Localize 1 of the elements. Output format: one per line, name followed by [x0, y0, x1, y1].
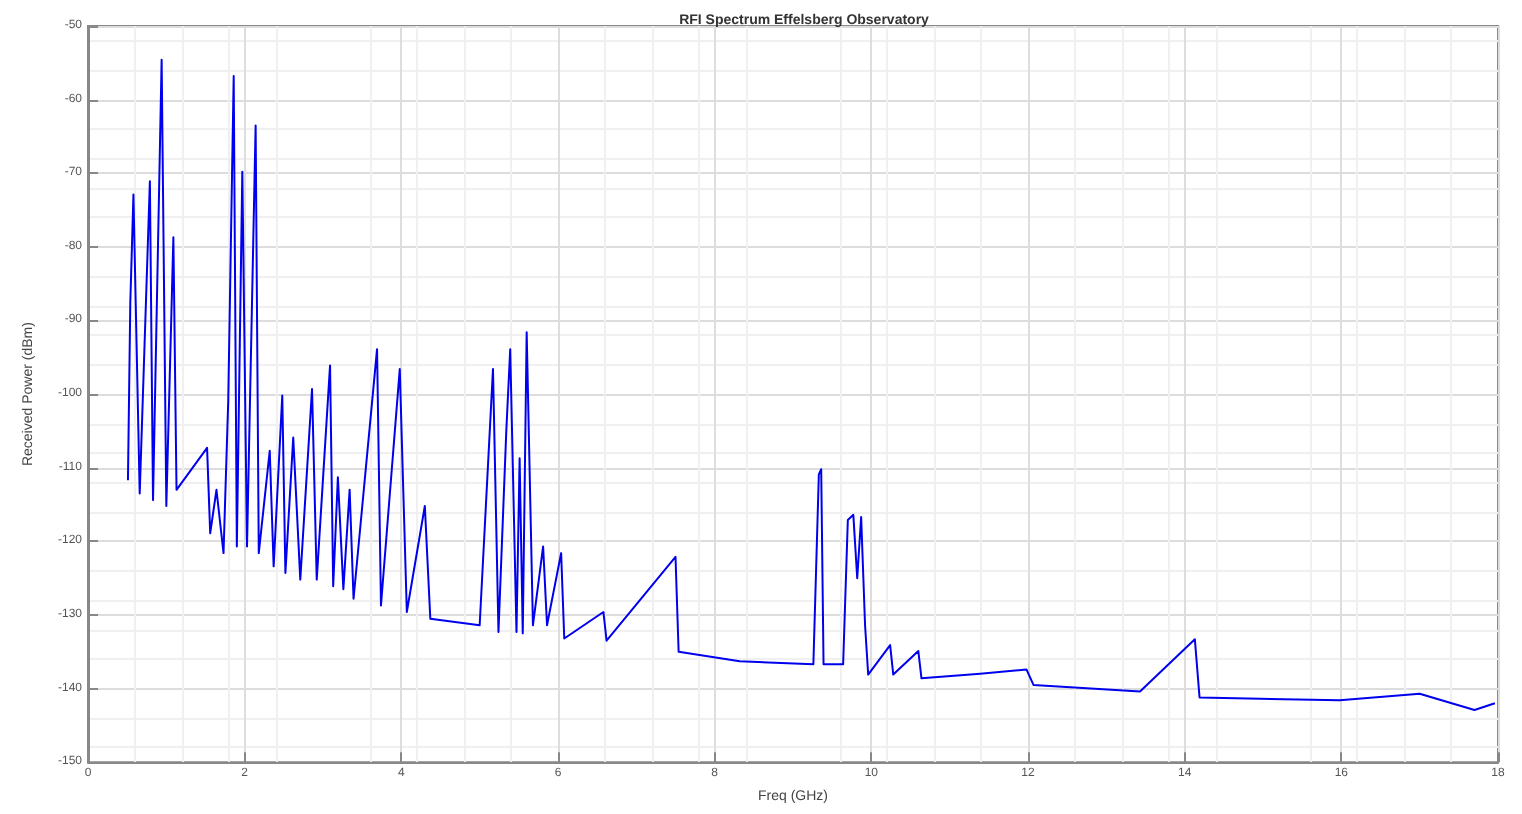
line-series: [126, 58, 1496, 711]
